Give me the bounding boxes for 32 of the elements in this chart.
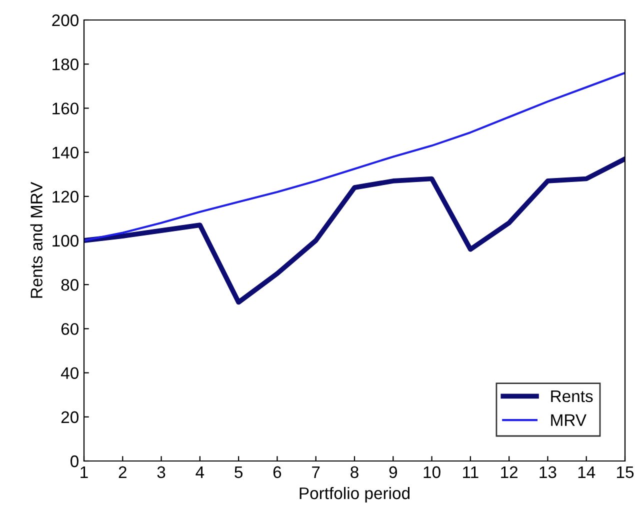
legend-label: MRV <box>551 414 586 426</box>
x-tick-label: 3 <box>157 466 166 478</box>
y-tick-label: 40 <box>60 367 78 380</box>
x-tick-label: 7 <box>312 466 320 478</box>
x-tick-label: 4 <box>196 466 204 478</box>
x-tick-label: 13 <box>540 466 556 478</box>
x-tick-label: 10 <box>424 466 440 478</box>
y-tick-label: 160 <box>52 102 78 114</box>
y-tick-label: 60 <box>61 323 78 335</box>
y-tick-label: 100 <box>52 234 78 247</box>
y-tick-label: 120 <box>52 190 78 203</box>
line-series <box>84 156 625 305</box>
legend-label: Rents <box>551 390 593 402</box>
line-series <box>84 72 625 242</box>
y-tick-label: 200 <box>52 14 78 26</box>
x-tick-label: 12 <box>501 466 518 478</box>
x-tick-label: 1 <box>80 466 88 478</box>
x-tick-label: 2 <box>118 466 126 478</box>
y-tick-label: 140 <box>52 146 78 159</box>
x-tick-label: 9 <box>389 466 397 478</box>
x-axis-title: Portfolio period <box>300 486 410 502</box>
y-tick-label: 80 <box>61 279 78 291</box>
x-tick-label: 14 <box>578 466 596 478</box>
y-tick-label: 20 <box>61 411 78 424</box>
x-tick-label: 6 <box>273 466 282 478</box>
x-tick-label: 5 <box>234 466 243 478</box>
y-tick-label: 0 <box>70 455 78 468</box>
x-tick-label: 15 <box>617 466 634 478</box>
y-tick-label: 180 <box>52 58 78 70</box>
x-tick-label: 11 <box>463 466 478 478</box>
y-axis-title: Rents and MRV <box>30 182 42 298</box>
x-tick-label: 8 <box>350 466 358 478</box>
